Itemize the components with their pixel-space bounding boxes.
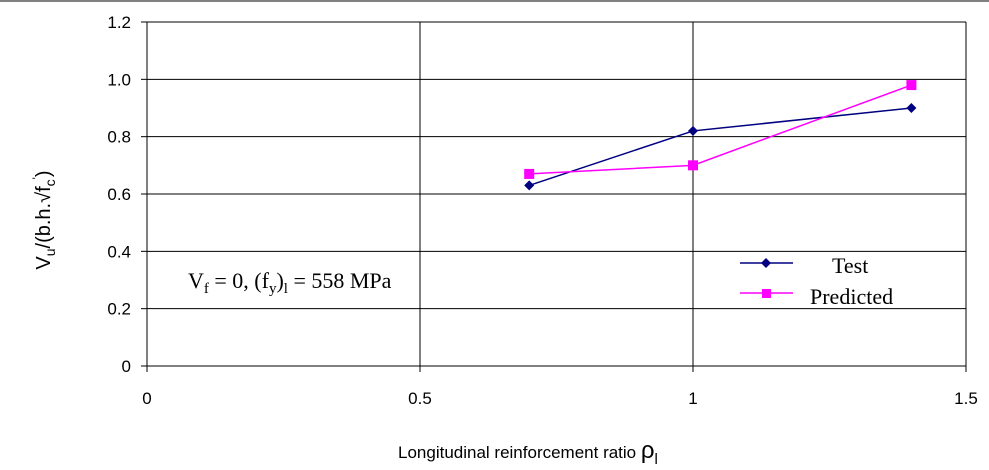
y-label-mid: /(b.h.√f [33, 186, 55, 249]
annot-p2-sub: y [269, 281, 277, 297]
annot-p1-sub: f [204, 281, 209, 297]
legend-predicted-label: Predicted [810, 284, 893, 309]
series-line-predicted [529, 84, 912, 175]
y-axis-label: Vu/(b.h.√fc') [30, 170, 58, 269]
x-tick-label: 0 [142, 389, 151, 408]
annot-p4: = 558 MPa [288, 268, 392, 293]
legend-test-marker [761, 258, 771, 268]
y-label-v: V [33, 256, 55, 270]
data-point-test [688, 125, 698, 136]
y-tick-label: 0.8 [107, 128, 131, 147]
y-label-end: ) [33, 170, 55, 177]
axes [141, 21, 967, 372]
data-point-predicted [524, 168, 535, 179]
annot-p3: ) [276, 268, 283, 293]
chart-annotation: Vf = 0, (fy)l = 558 MPa [188, 268, 392, 297]
data-point-predicted [906, 80, 917, 91]
annot-p2: = 0, (f [209, 268, 270, 293]
annot-p1: V [188, 268, 204, 293]
y-label-f-sub: c [42, 179, 58, 186]
data-point-predicted [688, 160, 698, 171]
x-label-symbol: ρ [641, 437, 655, 464]
y-label-prime: ' [30, 177, 44, 179]
legend-predicted-marker [762, 289, 771, 298]
legend: Test Predicted [740, 253, 893, 309]
y-label-v-sub: u [42, 248, 58, 256]
x-axis-label: Longitudinal reinforcement ratio ρl [398, 437, 658, 468]
data-point-test [524, 180, 535, 191]
x-label-sub: l [655, 451, 658, 468]
x-tick-label: 1.5 [954, 389, 978, 408]
y-tick-label: 1.2 [107, 13, 131, 32]
y-tick-label: 0.4 [107, 242, 131, 261]
y-tick-label: 0.6 [107, 185, 131, 204]
grid [147, 21, 967, 366]
series-group [524, 80, 917, 191]
data-point-test [906, 103, 917, 113]
y-tick-label: 1.0 [107, 70, 131, 89]
tick-labels: 0 0.2 0.4 0.6 0.8 1.0 1.2 0 0.5 1 1.5 [107, 13, 977, 408]
series-line-test [528, 107, 912, 187]
y-tick-label: 0 [122, 357, 131, 376]
x-tick-label: 0.5 [408, 389, 432, 408]
x-label-main: Longitudinal reinforcement ratio [398, 443, 641, 462]
legend-test-label: Test [832, 253, 868, 278]
y-tick-label: 0.2 [107, 300, 131, 319]
x-tick-label: 1 [688, 389, 697, 408]
annot-p3-sub: l [284, 281, 288, 297]
